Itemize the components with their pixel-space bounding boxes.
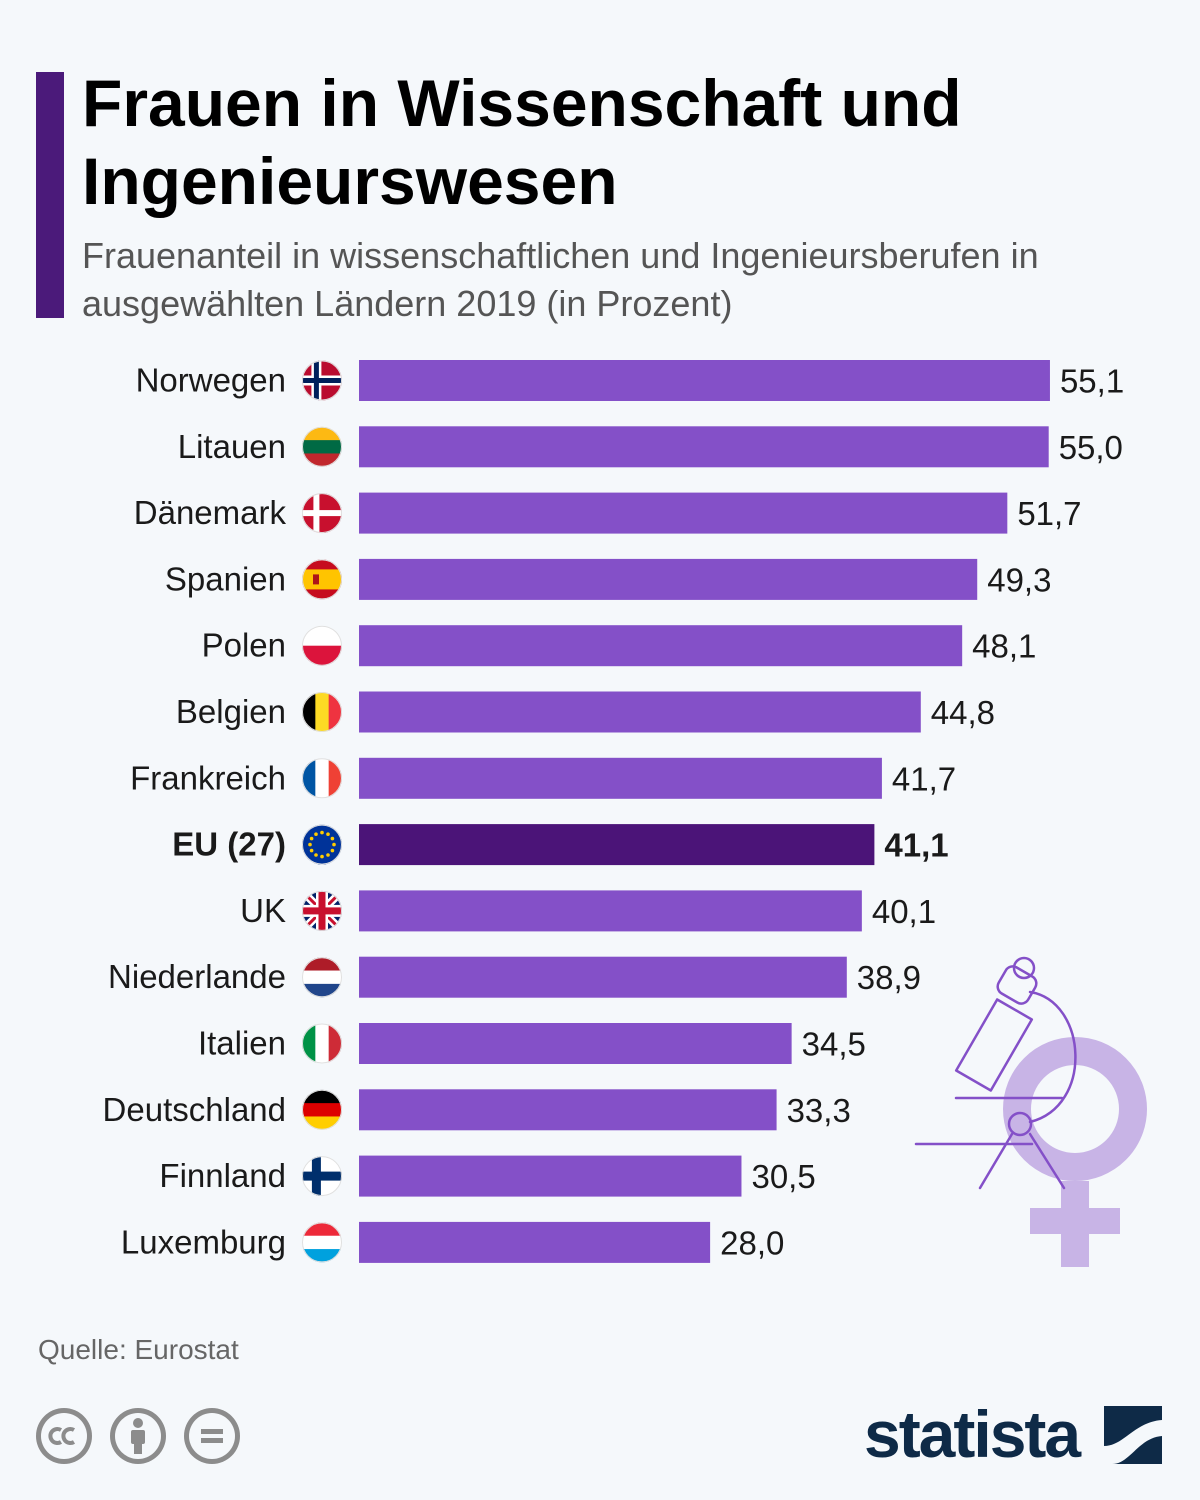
data-label: 44,8 [931,694,995,731]
data-label: 40,1 [872,893,936,930]
category-label: Norwegen [136,362,286,399]
category-label: Belgien [176,693,286,730]
bar [359,625,963,667]
bar [359,1023,792,1064]
flag-denmark-icon [302,493,342,534]
category-label: EU (27) [172,826,286,863]
source-note: Quelle: Eurostat [38,1334,239,1365]
bar [359,824,875,866]
chart-title: Frauen in Wissenschaft und Ingenieurswes… [82,66,962,218]
bar [359,691,921,733]
category-label: Frankreich [130,759,286,796]
flag-border [302,758,342,799]
data-label: 33,3 [787,1092,851,1129]
flag-border [302,1222,342,1263]
flag-eu-icon [302,824,342,865]
flag-border [302,692,342,732]
chart-subtitle: Frauenanteil in wissenschaftlichen und I… [82,235,1039,324]
flag-border [302,1156,342,1197]
category-label: Litauen [178,428,286,465]
bar [359,956,847,998]
bar [359,558,978,600]
bar [359,492,1008,534]
flag-finland-icon [302,1156,342,1197]
data-label: 41,7 [892,760,956,797]
flag-border [302,360,342,401]
flag-border [302,625,342,666]
bar [359,890,862,932]
logo-wordmark: statista [864,1397,1081,1471]
flag-spain-icon [302,559,342,600]
statista-mark-icon [1104,1406,1162,1464]
data-label: 41,1 [884,827,948,864]
category-label: Italien [198,1025,286,1062]
flag-border [302,957,342,998]
by-icon [110,1408,166,1464]
data-label: 55,0 [1059,429,1123,466]
category-label: UK [240,892,286,929]
data-label: 51,7 [1017,495,1081,532]
flag-border [302,426,342,467]
bar [359,1221,711,1263]
flag-border [302,1089,342,1130]
flag-border [302,890,342,931]
data-label: 28,0 [720,1224,784,1261]
flag-border [302,824,342,865]
statista-logo: statista [864,1397,1164,1472]
bar [359,360,1050,401]
microscope-venus-icon [912,956,1162,1276]
cc-icon [36,1408,92,1464]
nd-icon [184,1408,240,1464]
bar [359,426,1049,468]
flag-border [302,493,342,534]
data-label: 48,1 [972,628,1036,665]
accent-bar [36,72,64,318]
bar [359,1089,777,1131]
bar-chart: Norwegen 55,1 Litauen 55,0 Dänemark 51,7 Spani… [103,360,1124,1263]
category-label: Niederlande [108,958,286,995]
category-label: Dänemark [134,494,287,531]
flag-uk-icon [302,890,342,931]
data-label: 34,5 [802,1026,866,1063]
flag-border [302,559,342,600]
flag-norway-icon [302,360,342,401]
bar [359,1155,742,1197]
category-label: Polen [202,627,286,664]
category-label: Luxemburg [121,1223,286,1260]
flag-border [302,1023,342,1064]
flag-poland-icon [302,625,342,666]
category-label: Deutschland [103,1091,286,1128]
data-label: 38,9 [857,959,921,996]
category-label: Spanien [165,560,286,597]
data-label: 55,1 [1060,363,1124,400]
license-icons [36,1408,246,1468]
bar [359,757,882,799]
category-label: Finnland [159,1157,286,1194]
data-label: 49,3 [987,561,1051,598]
data-label: 30,5 [751,1158,815,1195]
